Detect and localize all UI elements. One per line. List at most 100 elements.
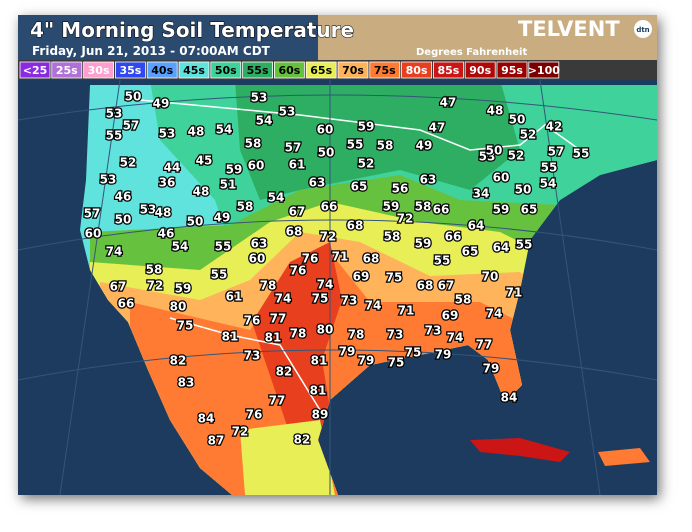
station-value: 59 [358, 120, 375, 134]
station-value: 81 [311, 354, 328, 368]
station-value: 66 [321, 200, 338, 214]
station-value: 58 [415, 200, 432, 214]
station-value: 60 [317, 123, 334, 137]
station-value: 50 [509, 113, 526, 127]
station-value: 58 [384, 230, 401, 244]
station-value: 59 [175, 282, 192, 296]
station-value: 77 [269, 394, 286, 408]
station-value: 73 [341, 294, 358, 308]
borders [139, 99, 581, 411]
station-value: 50 [125, 90, 142, 104]
station-value: 68 [363, 252, 380, 266]
legend-label: 40s [151, 64, 173, 77]
station-value: 52 [508, 149, 525, 163]
legend-label: 65s [310, 64, 332, 77]
legend-swatch [83, 61, 114, 79]
station-value: 63 [309, 176, 326, 190]
station-value: 60 [249, 252, 266, 266]
station-value: 50 [115, 213, 132, 227]
station-value: 57 [285, 141, 302, 155]
station-value: 54 [540, 177, 557, 191]
legend-label: <25 [23, 64, 48, 77]
station-value: 45 [196, 154, 213, 168]
title: 4" Morning Soil Temperature [30, 18, 354, 42]
legend-label: 75s [374, 64, 396, 77]
station-value: 47 [429, 121, 446, 135]
legend-swatch [305, 61, 337, 79]
legend-swatch [464, 61, 496, 79]
station-value: 70 [482, 270, 499, 284]
legend-swatch [528, 61, 560, 79]
station-value: 36 [159, 176, 176, 190]
station-value: 76 [244, 314, 261, 328]
station-value: 79 [339, 345, 356, 359]
legend-swatch [210, 61, 242, 79]
station-value: 46 [115, 190, 132, 204]
station-value: 57 [84, 207, 101, 221]
station-value: 55 [434, 254, 451, 268]
station-value: 78 [348, 328, 365, 342]
station-value: 60 [493, 171, 510, 185]
legend-label: 95s [501, 64, 523, 77]
station-value: 66 [433, 203, 450, 217]
legend-swatch [19, 61, 51, 79]
station-value: 68 [417, 279, 434, 293]
station-value: 66 [118, 297, 135, 311]
station-value: 77 [270, 312, 287, 326]
station-value: 80 [317, 323, 334, 337]
legend-swatch [51, 61, 83, 79]
station-value: 57 [548, 145, 565, 159]
station-value: 61 [289, 158, 306, 172]
station-value: 50 [486, 144, 503, 158]
station-value: 84 [501, 391, 518, 405]
station-value: 77 [476, 338, 493, 352]
station-value: 74 [275, 292, 292, 306]
station-value: 64 [468, 219, 485, 233]
legend-label: 90s [469, 64, 491, 77]
station-value: 64 [493, 241, 510, 255]
legend-label: 60s [278, 64, 300, 77]
station-value: 63 [420, 173, 437, 187]
legend-swatch [496, 61, 528, 79]
legend-swatch [178, 61, 210, 79]
legend-label: 70s [342, 64, 364, 77]
legend-label: 55s [247, 64, 269, 77]
station-value: 67 [289, 205, 306, 219]
station-value: 53 [100, 173, 117, 187]
station-value: 69 [442, 309, 459, 323]
station-value: 51 [220, 178, 237, 192]
station-value: 55 [347, 138, 364, 152]
header-ocean [18, 15, 318, 63]
station-value: 49 [416, 139, 433, 153]
station-value: 65 [462, 245, 479, 259]
station-value: 58 [245, 137, 262, 151]
station-value: 52 [120, 156, 137, 170]
legend-swatch [337, 61, 369, 79]
station-value: 71 [506, 286, 523, 300]
station-value: 65 [351, 180, 368, 194]
station-value: 78 [290, 327, 307, 341]
station-value: 66 [445, 230, 462, 244]
station-value: 55 [516, 238, 533, 252]
station-value: 61 [226, 290, 243, 304]
station-value: 75 [388, 356, 405, 370]
station-value: 59 [493, 203, 510, 217]
station-value: 76 [302, 252, 319, 266]
station-value: 76 [290, 264, 307, 278]
station-value: 47 [440, 96, 457, 110]
station-value: 73 [425, 324, 442, 338]
legend: <25 25s 30s 35s 40s 45s 50s 55s 60s 65s 70s 75s 80s 8… [19, 61, 560, 79]
map: 4" Morning Soil Temperature Friday, Jun … [17, 15, 658, 496]
station-value: 80 [170, 300, 187, 314]
station-value: 79 [358, 354, 375, 368]
legend-label: 50s [215, 64, 237, 77]
legend-swatch [146, 61, 178, 79]
station-value: 74 [447, 331, 464, 345]
station-value: 63 [251, 237, 268, 251]
legend-swatch [273, 61, 305, 79]
graticule [17, 79, 658, 496]
station-value: 55 [215, 240, 232, 254]
map-frame: 4" Morning Soil Temperature Friday, Jun … [17, 15, 658, 496]
subtitle: Friday, Jun 21, 2013 - 07:00AM CDT [32, 44, 271, 58]
